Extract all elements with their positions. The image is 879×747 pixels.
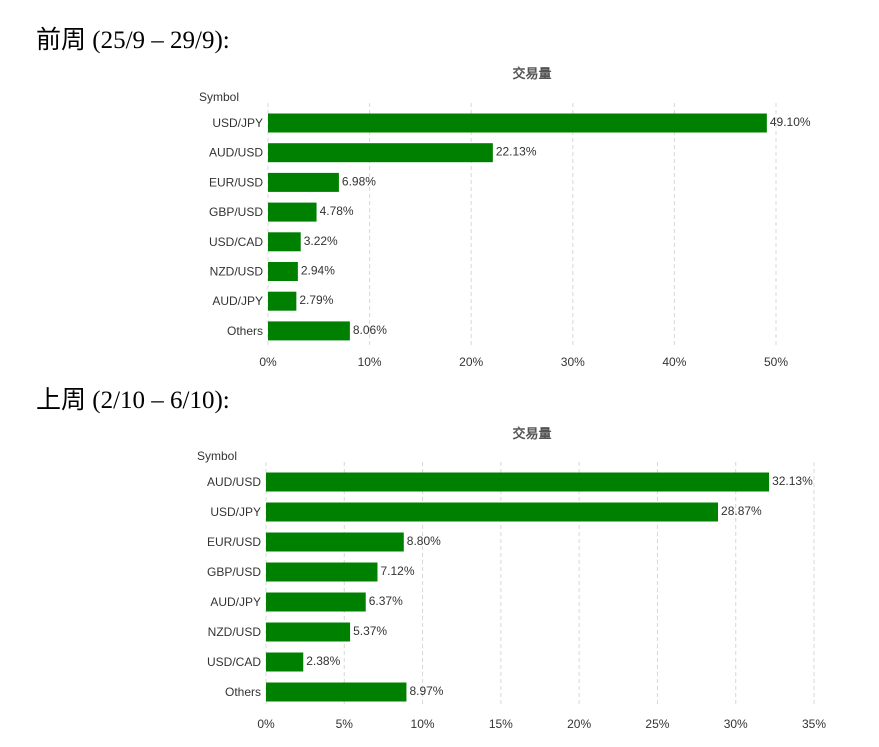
value-label: 7.12%: [380, 564, 414, 578]
value-label: 22.13%: [496, 145, 537, 159]
x-tick-label: 35%: [802, 717, 826, 731]
bar: [268, 172, 339, 192]
x-tick-label: 30%: [724, 717, 748, 731]
axis-title-symbol: Symbol: [199, 90, 239, 104]
value-label: 8.97%: [409, 684, 443, 698]
x-tick-label: 10%: [411, 717, 435, 731]
bar: [266, 622, 351, 642]
category-label: AUD/JPY: [210, 595, 261, 609]
volume-chart-previous-week: 交易量 Symbol 0% 10% 20% 30% 40% 50% USD/JPY 49.10% A…: [199, 66, 811, 369]
value-label: 6.98%: [342, 174, 376, 188]
bar: [268, 262, 298, 281]
category-label: GBP/USD: [207, 565, 261, 579]
category-label: AUD/JPY: [212, 294, 263, 308]
value-label: 3.22%: [304, 234, 338, 248]
bar: [266, 532, 404, 552]
category-label: USD/CAD: [209, 235, 263, 249]
x-tick-label: 30%: [561, 355, 585, 369]
value-label: 2.38%: [306, 654, 340, 668]
category-label: USD/CAD: [207, 655, 261, 669]
value-label: 28.87%: [721, 504, 762, 518]
value-label: 2.79%: [299, 293, 333, 307]
value-label: 32.13%: [772, 474, 813, 488]
chart-title: 交易量: [512, 426, 551, 441]
category-label: AUD/USD: [209, 146, 263, 160]
x-tick-label: 25%: [645, 717, 669, 731]
value-label: 4.78%: [320, 204, 354, 218]
category-label: EUR/USD: [209, 175, 263, 189]
x-tick-label: 15%: [489, 717, 513, 731]
value-label: 49.10%: [770, 115, 811, 129]
bar: [268, 113, 767, 133]
category-label: GBP/USD: [209, 205, 263, 219]
bar: [266, 562, 378, 582]
x-tick-label: 20%: [567, 717, 591, 731]
value-label: 6.37%: [369, 594, 403, 608]
category-label: AUD/USD: [207, 475, 261, 489]
category-label: Others: [225, 685, 261, 699]
section-heading-last-week: 上周 (2/10 – 6/10):: [36, 387, 230, 414]
bar: [268, 143, 493, 163]
bar: [268, 321, 350, 341]
value-label: 2.94%: [301, 264, 335, 278]
bar: [268, 232, 301, 252]
value-label: 8.06%: [353, 323, 387, 337]
volume-chart-last-week: 交易量 Symbol 0% 5% 10% 15% 20% 25% 30% 35% AUD/USD 32…: [197, 426, 826, 731]
value-label: 5.37%: [353, 624, 387, 638]
x-tick-label: 5%: [336, 717, 354, 731]
bar: [266, 502, 719, 522]
category-label: NZD/USD: [210, 265, 264, 279]
bar: [268, 202, 317, 222]
value-label: 8.80%: [407, 534, 441, 548]
section-heading-previous-week: 前周 (25/9 – 29/9):: [36, 27, 230, 54]
bar: [266, 472, 770, 492]
x-tick-label: 0%: [257, 717, 275, 731]
bar: [268, 291, 297, 311]
x-tick-label: 50%: [764, 355, 788, 369]
category-label: USD/JPY: [212, 116, 263, 130]
category-label: NZD/USD: [208, 625, 262, 639]
x-tick-label: 20%: [459, 355, 483, 369]
bar: [266, 682, 407, 702]
chart-title: 交易量: [512, 66, 551, 81]
bar: [266, 592, 366, 612]
x-tick-label: 40%: [662, 355, 686, 369]
x-tick-label: 0%: [259, 355, 277, 369]
axis-title-symbol: Symbol: [197, 449, 237, 463]
category-label: EUR/USD: [207, 535, 261, 549]
x-tick-label: 10%: [358, 355, 382, 369]
category-label: USD/JPY: [210, 505, 261, 519]
category-label: Others: [227, 324, 263, 338]
bar: [266, 652, 304, 672]
